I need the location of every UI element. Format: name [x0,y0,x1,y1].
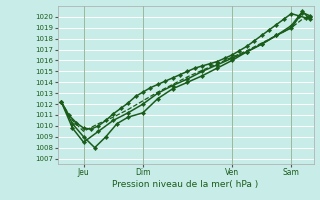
X-axis label: Pression niveau de la mer( hPa ): Pression niveau de la mer( hPa ) [112,180,259,189]
